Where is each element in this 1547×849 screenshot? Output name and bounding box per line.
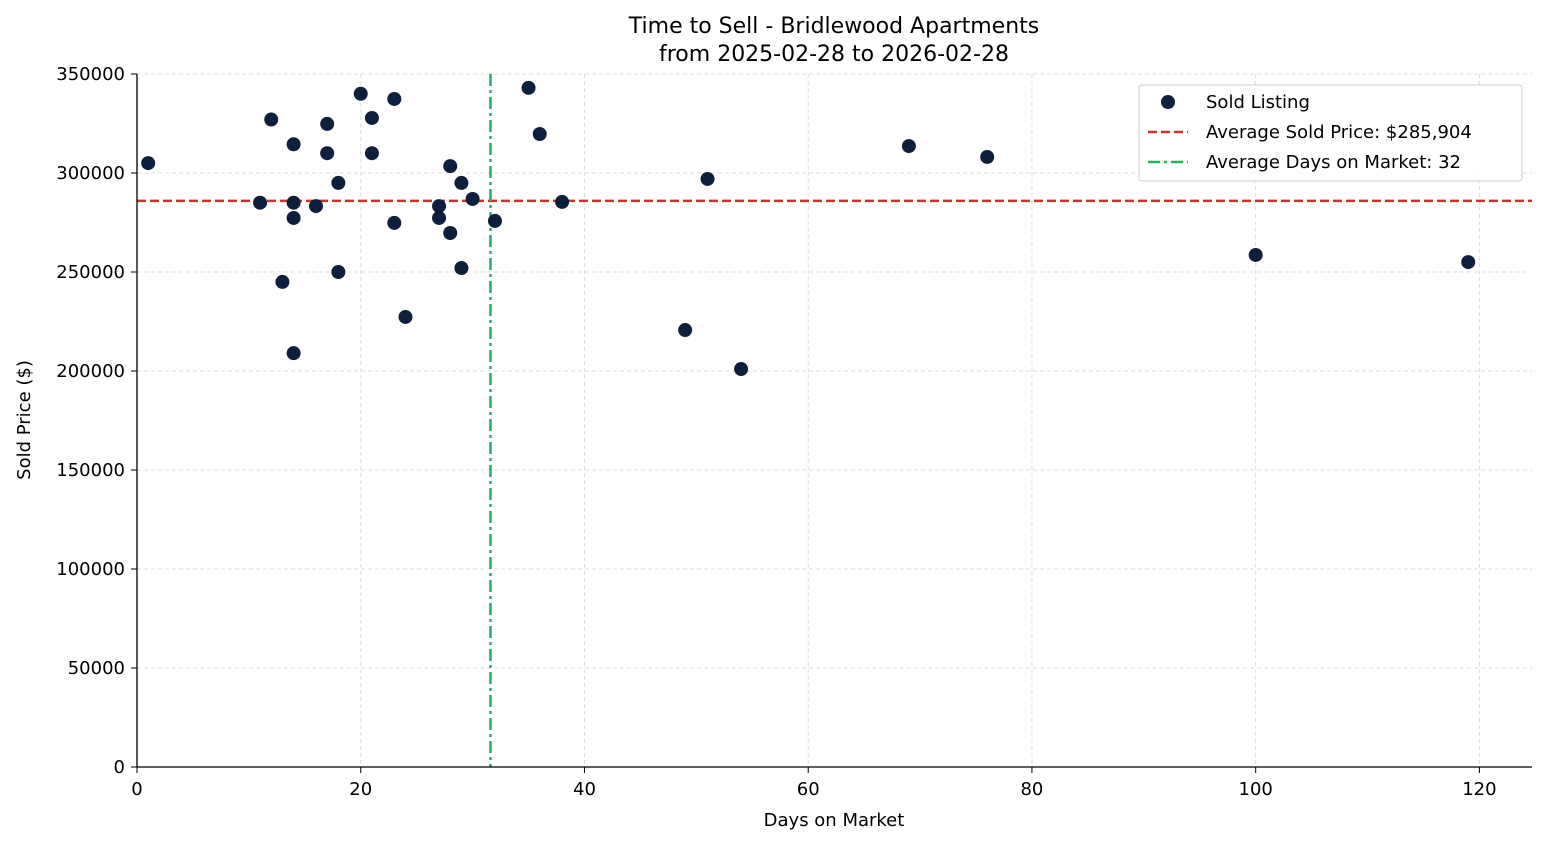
data-point xyxy=(700,171,715,186)
data-point xyxy=(432,210,447,225)
data-points xyxy=(141,80,1476,377)
y-tick-label: 250000 xyxy=(56,262,125,283)
data-point xyxy=(454,261,469,276)
x-tick-label: 60 xyxy=(797,779,820,800)
data-point xyxy=(432,199,447,214)
legend-label-points: Sold Listing xyxy=(1206,92,1310,113)
data-point xyxy=(1461,255,1476,270)
data-point xyxy=(286,137,301,152)
data-point xyxy=(275,274,290,289)
reference-lines xyxy=(137,74,1532,767)
data-point xyxy=(286,210,301,225)
x-tick-label: 120 xyxy=(1462,779,1496,800)
y-axis-label: Sold Price ($) xyxy=(14,360,35,480)
data-point xyxy=(532,126,547,141)
data-point xyxy=(286,346,301,361)
data-point xyxy=(521,80,536,95)
data-point xyxy=(454,175,469,190)
y-tick-label: 150000 xyxy=(56,460,125,481)
data-point xyxy=(443,159,458,174)
data-point xyxy=(253,195,268,210)
data-point xyxy=(398,309,413,324)
legend-label-avg-days: Average Days on Market: 32 xyxy=(1206,152,1461,173)
y-tick-label: 200000 xyxy=(56,361,125,382)
chart-subtitle: from 2025-02-28 to 2026-02-28 xyxy=(659,42,1009,67)
legend: Sold Listing Average Sold Price: $285,90… xyxy=(1138,84,1523,182)
x-tick-label: 80 xyxy=(1020,779,1043,800)
grid xyxy=(136,73,1532,768)
legend-box xyxy=(1138,84,1523,182)
data-point xyxy=(734,362,749,377)
data-point xyxy=(308,199,323,214)
data-point xyxy=(465,191,480,206)
data-point xyxy=(678,323,693,338)
x-tick-label: 100 xyxy=(1239,779,1273,800)
data-point xyxy=(353,86,368,101)
chart-title: Time to Sell - Bridlewood Apartments xyxy=(628,14,1039,39)
y-tick-label: 50000 xyxy=(68,658,125,679)
data-point xyxy=(555,194,570,209)
y-tick-label: 0 xyxy=(114,757,125,778)
data-point xyxy=(364,110,379,125)
data-point xyxy=(320,116,335,131)
data-point xyxy=(141,156,156,171)
data-point xyxy=(980,149,995,164)
data-point xyxy=(286,195,301,210)
legend-label-avg-price: Average Sold Price: $285,904 xyxy=(1206,122,1472,143)
x-axis-label: Days on Market xyxy=(764,810,905,831)
data-point xyxy=(264,112,279,127)
data-point xyxy=(387,215,402,230)
x-tick-label: 0 xyxy=(131,779,142,800)
data-point xyxy=(1248,247,1263,262)
y-tick-label: 100000 xyxy=(56,559,125,580)
data-point xyxy=(901,139,916,154)
data-point xyxy=(331,175,346,190)
x-tick-label: 20 xyxy=(349,779,372,800)
data-point xyxy=(387,91,402,106)
data-point xyxy=(331,265,346,279)
x-tick-label: 40 xyxy=(573,779,596,800)
y-tick-label: 300000 xyxy=(56,163,125,184)
axes: 0 20 40 60 80 100 120 0 50000 100000 150000 200000 2… xyxy=(56,64,1532,800)
data-point xyxy=(443,225,458,240)
data-point xyxy=(487,213,502,228)
data-point xyxy=(320,146,335,161)
y-tick-label: 350000 xyxy=(56,64,125,85)
legend-marker-points xyxy=(1161,95,1175,109)
data-point xyxy=(364,146,379,161)
